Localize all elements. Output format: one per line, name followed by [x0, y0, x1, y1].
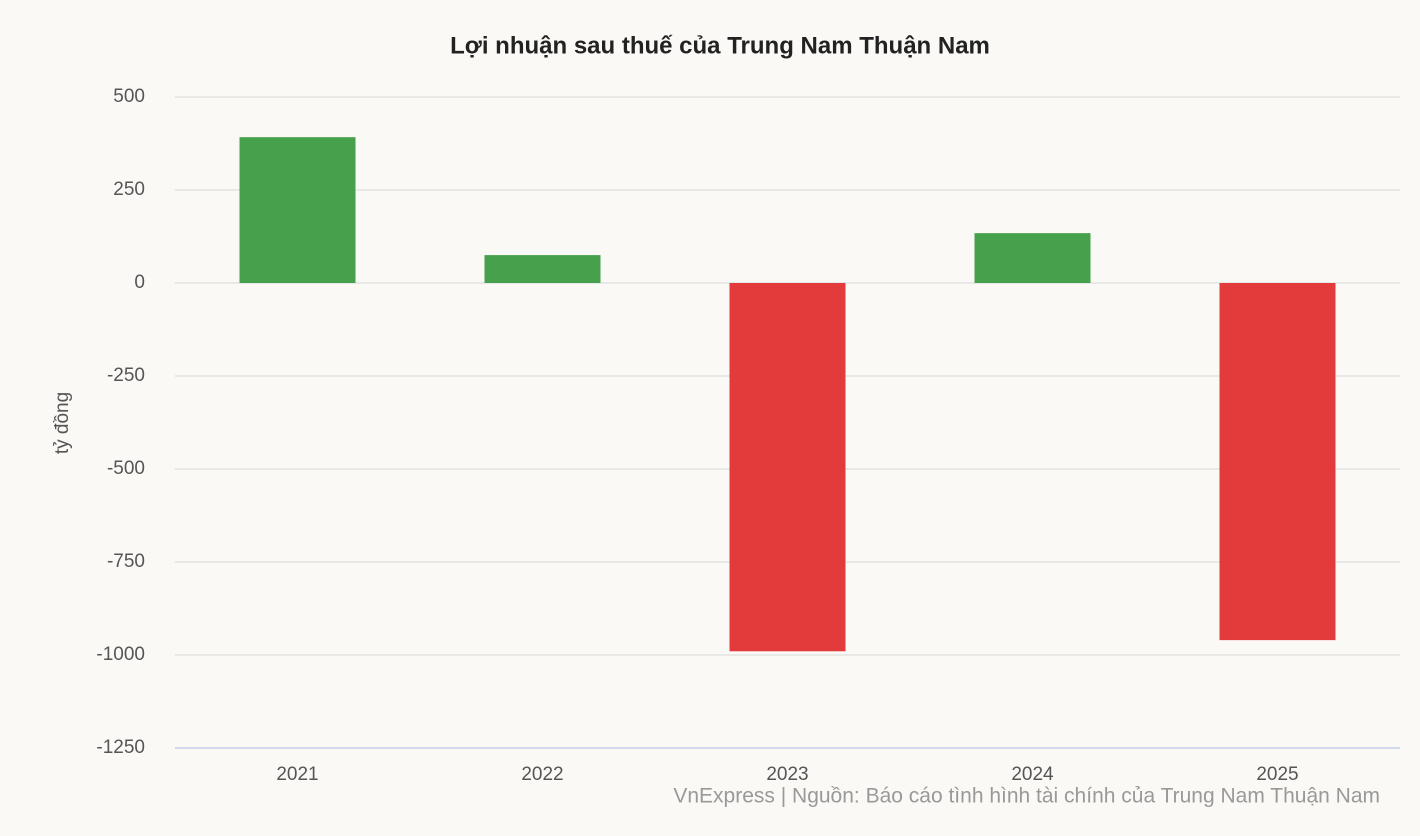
x-tick-label: 2022 [521, 764, 563, 785]
x-tick-label: 2023 [766, 764, 808, 785]
source: VnExpress | Nguồn: Báo cáo tình hình tài… [673, 785, 1380, 808]
y-axis-label: tỷ đồng [52, 392, 73, 454]
y-tick-label: -1250 [96, 737, 145, 758]
bar [1219, 283, 1336, 641]
y-tick-label: 0 [134, 272, 145, 293]
x-tick-label: 2024 [1011, 764, 1054, 785]
bar [484, 255, 601, 283]
y-tick-label: -500 [107, 458, 145, 479]
bar [729, 283, 846, 652]
y-tick-label: 500 [113, 86, 145, 107]
y-tick-label: 250 [113, 179, 145, 200]
y-tick-label: -1000 [96, 644, 145, 665]
chart-title: Lợi nhuận sau thuế của Trung Nam Thuận N… [450, 32, 990, 59]
bar [974, 233, 1091, 283]
x-tick-label: 2025 [1256, 764, 1298, 785]
x-tick-label: 2021 [276, 764, 318, 785]
y-tick-label: -250 [107, 365, 145, 386]
y-tick-label: -750 [107, 551, 145, 572]
bar [239, 137, 356, 283]
